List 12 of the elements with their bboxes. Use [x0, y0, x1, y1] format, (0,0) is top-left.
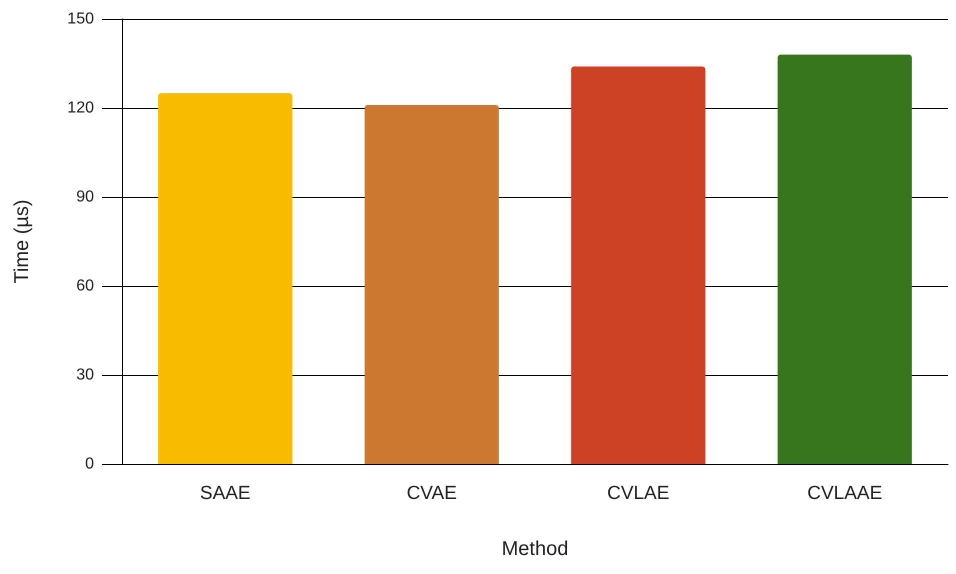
- y-tick-label: 150: [67, 10, 94, 28]
- y-tick-label: 120: [67, 100, 94, 116]
- y-tick-label: 30: [76, 366, 94, 384]
- y-tick-label: 90: [76, 188, 94, 206]
- y-tick-label: 0: [85, 456, 94, 472]
- x-tick-label: CVAE: [406, 483, 457, 504]
- x-tick-label: CVLAAE: [807, 483, 882, 504]
- y-tick-label: 60: [76, 278, 94, 294]
- y-axis-title: Time (µs): [11, 199, 33, 284]
- x-tick-label: SAAE: [200, 483, 251, 504]
- x-tick-label: CVLAE: [607, 483, 670, 504]
- x-axis-title: Method: [502, 538, 568, 560]
